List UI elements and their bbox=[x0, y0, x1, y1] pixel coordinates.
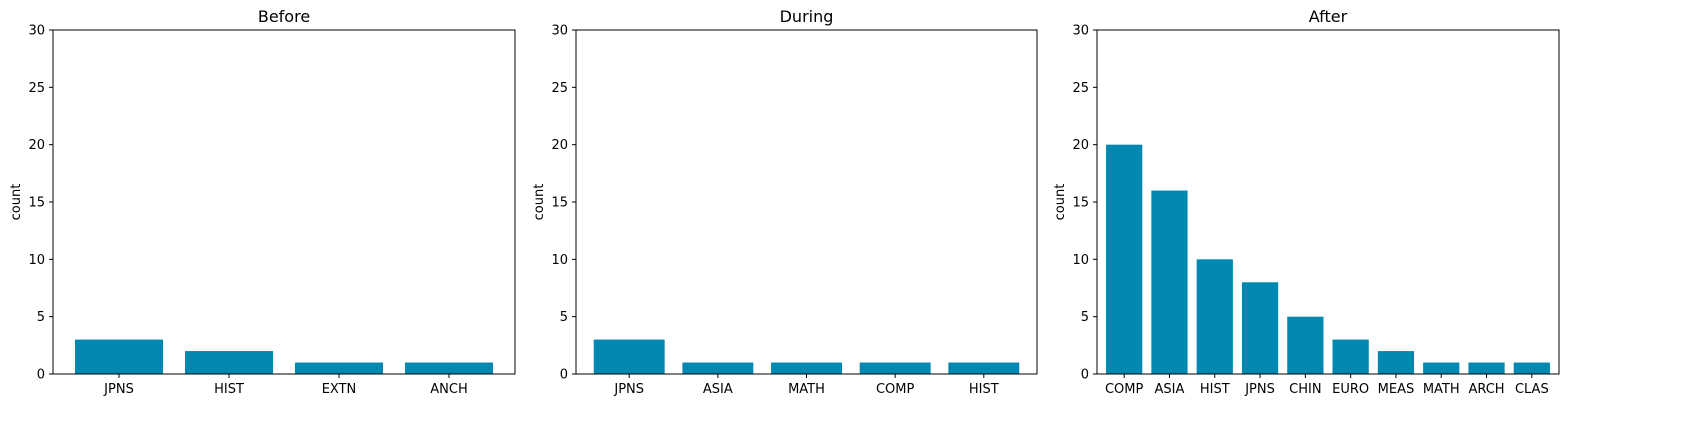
chart-title: During bbox=[780, 7, 834, 26]
x-tick-label: COMP bbox=[1105, 382, 1144, 397]
x-tick-label: ARCH bbox=[1468, 382, 1504, 397]
x-tick-label: JPNS bbox=[613, 382, 644, 397]
x-tick-label: HIST bbox=[969, 382, 999, 397]
y-tick-label: 10 bbox=[28, 253, 45, 268]
x-tick-label: ASIA bbox=[703, 382, 733, 397]
y-tick-label: 25 bbox=[28, 81, 45, 96]
y-axis-label: count bbox=[9, 184, 24, 221]
bar-jpns bbox=[593, 339, 665, 374]
x-tick-label: HIST bbox=[1200, 382, 1230, 397]
y-tick-label: 15 bbox=[1072, 196, 1089, 211]
y-tick-label: 25 bbox=[551, 81, 568, 96]
bar-clas bbox=[1513, 362, 1550, 374]
x-tick-label: JPNS bbox=[103, 382, 134, 397]
chart-title: Before bbox=[258, 7, 310, 26]
y-tick-label: 0 bbox=[37, 368, 45, 383]
y-axis-label: count bbox=[1053, 184, 1068, 221]
bar-math bbox=[771, 362, 842, 374]
y-tick-label: 5 bbox=[37, 310, 45, 325]
bar-extn bbox=[295, 362, 383, 374]
x-tick-label: CLAS bbox=[1515, 382, 1549, 397]
bar-hist bbox=[185, 351, 273, 374]
bar-math bbox=[1423, 362, 1460, 374]
x-tick-label: ASIA bbox=[1155, 382, 1185, 397]
bar-hist bbox=[948, 362, 1020, 374]
x-tick-label: MATH bbox=[1423, 382, 1460, 397]
y-tick-label: 0 bbox=[1081, 368, 1089, 383]
bar-euro bbox=[1332, 339, 1369, 374]
y-tick-label: 30 bbox=[1072, 24, 1089, 39]
x-tick-label: EXTN bbox=[322, 382, 357, 397]
y-tick-label: 30 bbox=[28, 24, 45, 39]
plot-frame bbox=[1096, 29, 1560, 375]
bar-asia bbox=[1151, 190, 1188, 374]
y-tick-label: 20 bbox=[1072, 138, 1089, 153]
bar-jpns bbox=[1241, 282, 1279, 374]
chart-panel-3: After count COMP ASIA HIST JPNS CHIN EURO MEAS MA… bbox=[1053, 7, 1560, 397]
bar-meas bbox=[1377, 351, 1415, 374]
bar-comp bbox=[859, 362, 931, 374]
x-tick-label: COMP bbox=[876, 382, 915, 397]
y-tick-label: 0 bbox=[560, 368, 568, 383]
bar-arch bbox=[1468, 362, 1505, 374]
chart-panel-2: During count JPNS ASIA MATH COMP HIST 0 5 10 15 20 2… bbox=[532, 7, 1038, 397]
y-axis-label: count bbox=[532, 184, 547, 221]
chart-panel-1: Before count JPNS HIST EXTN ANCH 0 5 10 15 20 25 30 bbox=[9, 7, 516, 397]
bar-hist bbox=[1196, 259, 1233, 374]
x-tick-label: MATH bbox=[788, 382, 825, 397]
x-tick-label: CHIN bbox=[1289, 382, 1321, 397]
y-tick-label: 10 bbox=[1072, 253, 1089, 268]
bar-comp bbox=[1106, 144, 1143, 374]
x-tick-label: JPNS bbox=[1244, 382, 1275, 397]
x-tick-label: ANCH bbox=[430, 382, 467, 397]
bar-anch bbox=[405, 362, 493, 374]
y-tick-label: 5 bbox=[560, 310, 568, 325]
bar-jpns bbox=[75, 339, 163, 374]
plot-frame bbox=[575, 29, 1038, 375]
chart-title: After bbox=[1309, 7, 1348, 26]
bar-chin bbox=[1287, 316, 1324, 374]
y-tick-label: 5 bbox=[1081, 310, 1089, 325]
x-tick-label: EURO bbox=[1332, 382, 1369, 397]
y-tick-label: 15 bbox=[28, 196, 45, 211]
y-tick-label: 30 bbox=[551, 24, 568, 39]
y-tick-label: 25 bbox=[1072, 81, 1089, 96]
x-tick-label: HIST bbox=[214, 382, 244, 397]
y-tick-label: 20 bbox=[28, 138, 45, 153]
y-tick-label: 10 bbox=[551, 253, 568, 268]
x-tick-label: MEAS bbox=[1378, 382, 1415, 397]
y-tick-label: 15 bbox=[551, 196, 568, 211]
y-tick-label: 20 bbox=[551, 138, 568, 153]
bar-asia bbox=[682, 362, 754, 374]
plot-frame bbox=[52, 29, 516, 375]
